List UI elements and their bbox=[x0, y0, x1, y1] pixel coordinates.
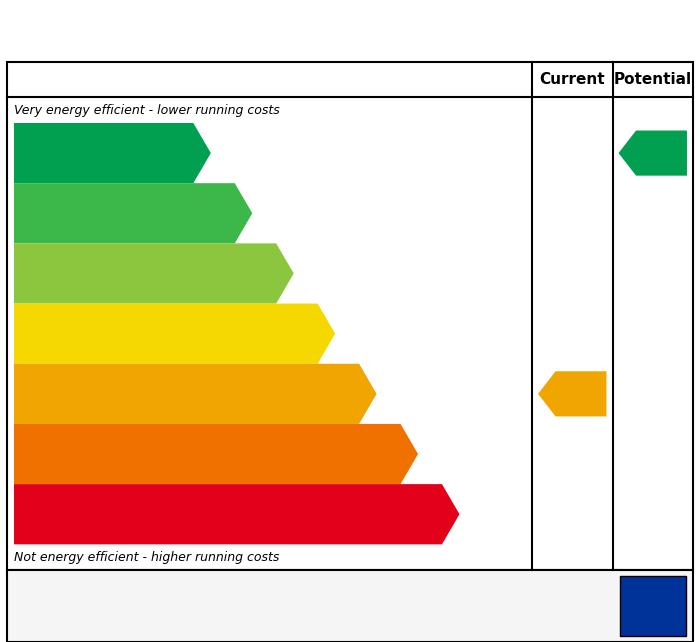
Text: (92+): (92+) bbox=[18, 146, 57, 160]
Text: G: G bbox=[433, 502, 454, 526]
Text: C: C bbox=[270, 261, 288, 286]
Text: E: E bbox=[354, 382, 372, 406]
Text: Current: Current bbox=[540, 72, 605, 87]
Text: D: D bbox=[309, 322, 330, 345]
Text: (21-38): (21-38) bbox=[18, 447, 69, 460]
Text: EU Directive
2002/91/EC: EU Directive 2002/91/EC bbox=[546, 588, 640, 624]
Text: A: A bbox=[186, 141, 206, 165]
Text: (39-54): (39-54) bbox=[18, 387, 69, 401]
Text: F: F bbox=[395, 442, 413, 466]
Text: Not energy efficient - higher running costs: Not energy efficient - higher running co… bbox=[14, 551, 279, 564]
Text: 50: 50 bbox=[561, 380, 601, 408]
Text: Potential: Potential bbox=[614, 72, 692, 87]
Text: (69-80): (69-80) bbox=[18, 267, 69, 280]
Text: (81-91): (81-91) bbox=[18, 207, 69, 220]
Text: England, Scotland & Wales: England, Scotland & Wales bbox=[21, 596, 358, 616]
Text: B: B bbox=[228, 202, 247, 225]
Text: (55-68): (55-68) bbox=[18, 327, 69, 340]
Text: 96: 96 bbox=[642, 139, 681, 167]
Text: Energy Efficiency Rating: Energy Efficiency Rating bbox=[101, 14, 599, 48]
Text: Very energy efficient - lower running costs: Very energy efficient - lower running co… bbox=[14, 103, 280, 117]
Text: (1-20): (1-20) bbox=[18, 508, 61, 521]
